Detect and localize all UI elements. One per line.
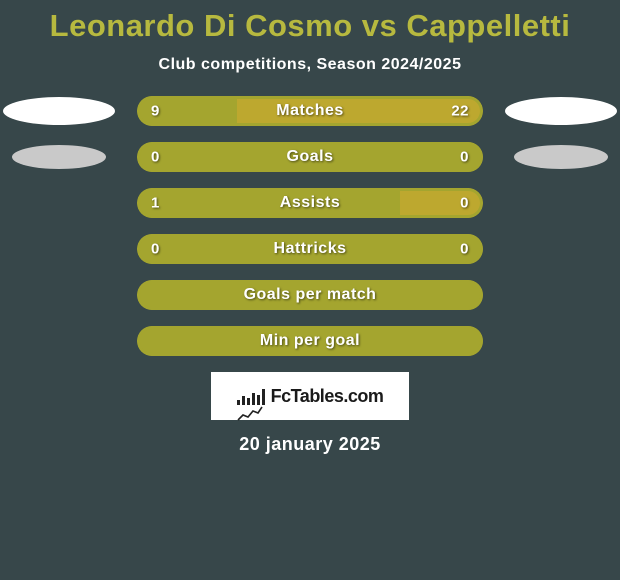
stat-label: Goals per match: [244, 286, 377, 304]
logo-bar: [262, 389, 265, 405]
stat-row: 0 Goals 0: [0, 142, 620, 172]
logo-bar: [247, 398, 250, 405]
stat-label: Matches: [276, 102, 344, 120]
stat-label: Hattricks: [274, 240, 347, 258]
bar-fill-left: [137, 188, 400, 218]
logo-bar: [237, 400, 240, 405]
stat-bar: Min per goal: [137, 326, 483, 356]
stat-row: 0 Hattricks 0: [0, 234, 620, 264]
player-badge-left: [12, 145, 106, 169]
stat-value-right: 0: [460, 149, 469, 166]
player-badge-right: [505, 97, 617, 125]
page-title: Leonardo Di Cosmo vs Cappelletti: [0, 8, 620, 44]
subtitle: Club competitions, Season 2024/2025: [0, 56, 620, 74]
logo-bars-icon: [237, 387, 265, 405]
stat-row: Min per goal: [0, 326, 620, 356]
comparison-infographic: Leonardo Di Cosmo vs Cappelletti Club co…: [0, 0, 620, 455]
stat-value-right: 0: [460, 241, 469, 258]
player-badge-right: [514, 145, 608, 169]
logo-bar: [242, 396, 245, 405]
fctables-logo: FcTables.com: [211, 372, 409, 420]
logo-text: FcTables.com: [271, 386, 384, 407]
bar-fill-right: [400, 188, 483, 218]
logo-bar: [257, 395, 260, 405]
stat-bar: 9 Matches 22: [137, 96, 483, 126]
stat-label: Min per goal: [260, 332, 360, 350]
stat-bar: 0 Hattricks 0: [137, 234, 483, 264]
stat-row: 9 Matches 22: [0, 96, 620, 126]
stat-row: 1 Assists 0: [0, 188, 620, 218]
stat-value-left: 9: [151, 103, 160, 120]
stat-bar: 1 Assists 0: [137, 188, 483, 218]
stat-label: Assists: [280, 194, 340, 212]
stat-rows: 9 Matches 22 0 Goals 0 1 Assists 0 0 Hattricks 0 Goa…: [0, 96, 620, 356]
player-badge-left: [3, 97, 115, 125]
stat-bar: Goals per match: [137, 280, 483, 310]
logo-trend-line-icon: [237, 405, 263, 423]
stat-value-left: 0: [151, 149, 160, 166]
stat-bar: 0 Goals 0: [137, 142, 483, 172]
bar-fill-right: [237, 96, 483, 126]
date-line: 20 january 2025: [0, 434, 620, 455]
stat-value-left: 1: [151, 195, 160, 212]
stat-label: Goals: [287, 148, 334, 166]
stat-value-right: 22: [451, 103, 469, 120]
stat-row: Goals per match: [0, 280, 620, 310]
stat-value-left: 0: [151, 241, 160, 258]
stat-value-right: 0: [460, 195, 469, 212]
logo-bar: [252, 393, 255, 405]
